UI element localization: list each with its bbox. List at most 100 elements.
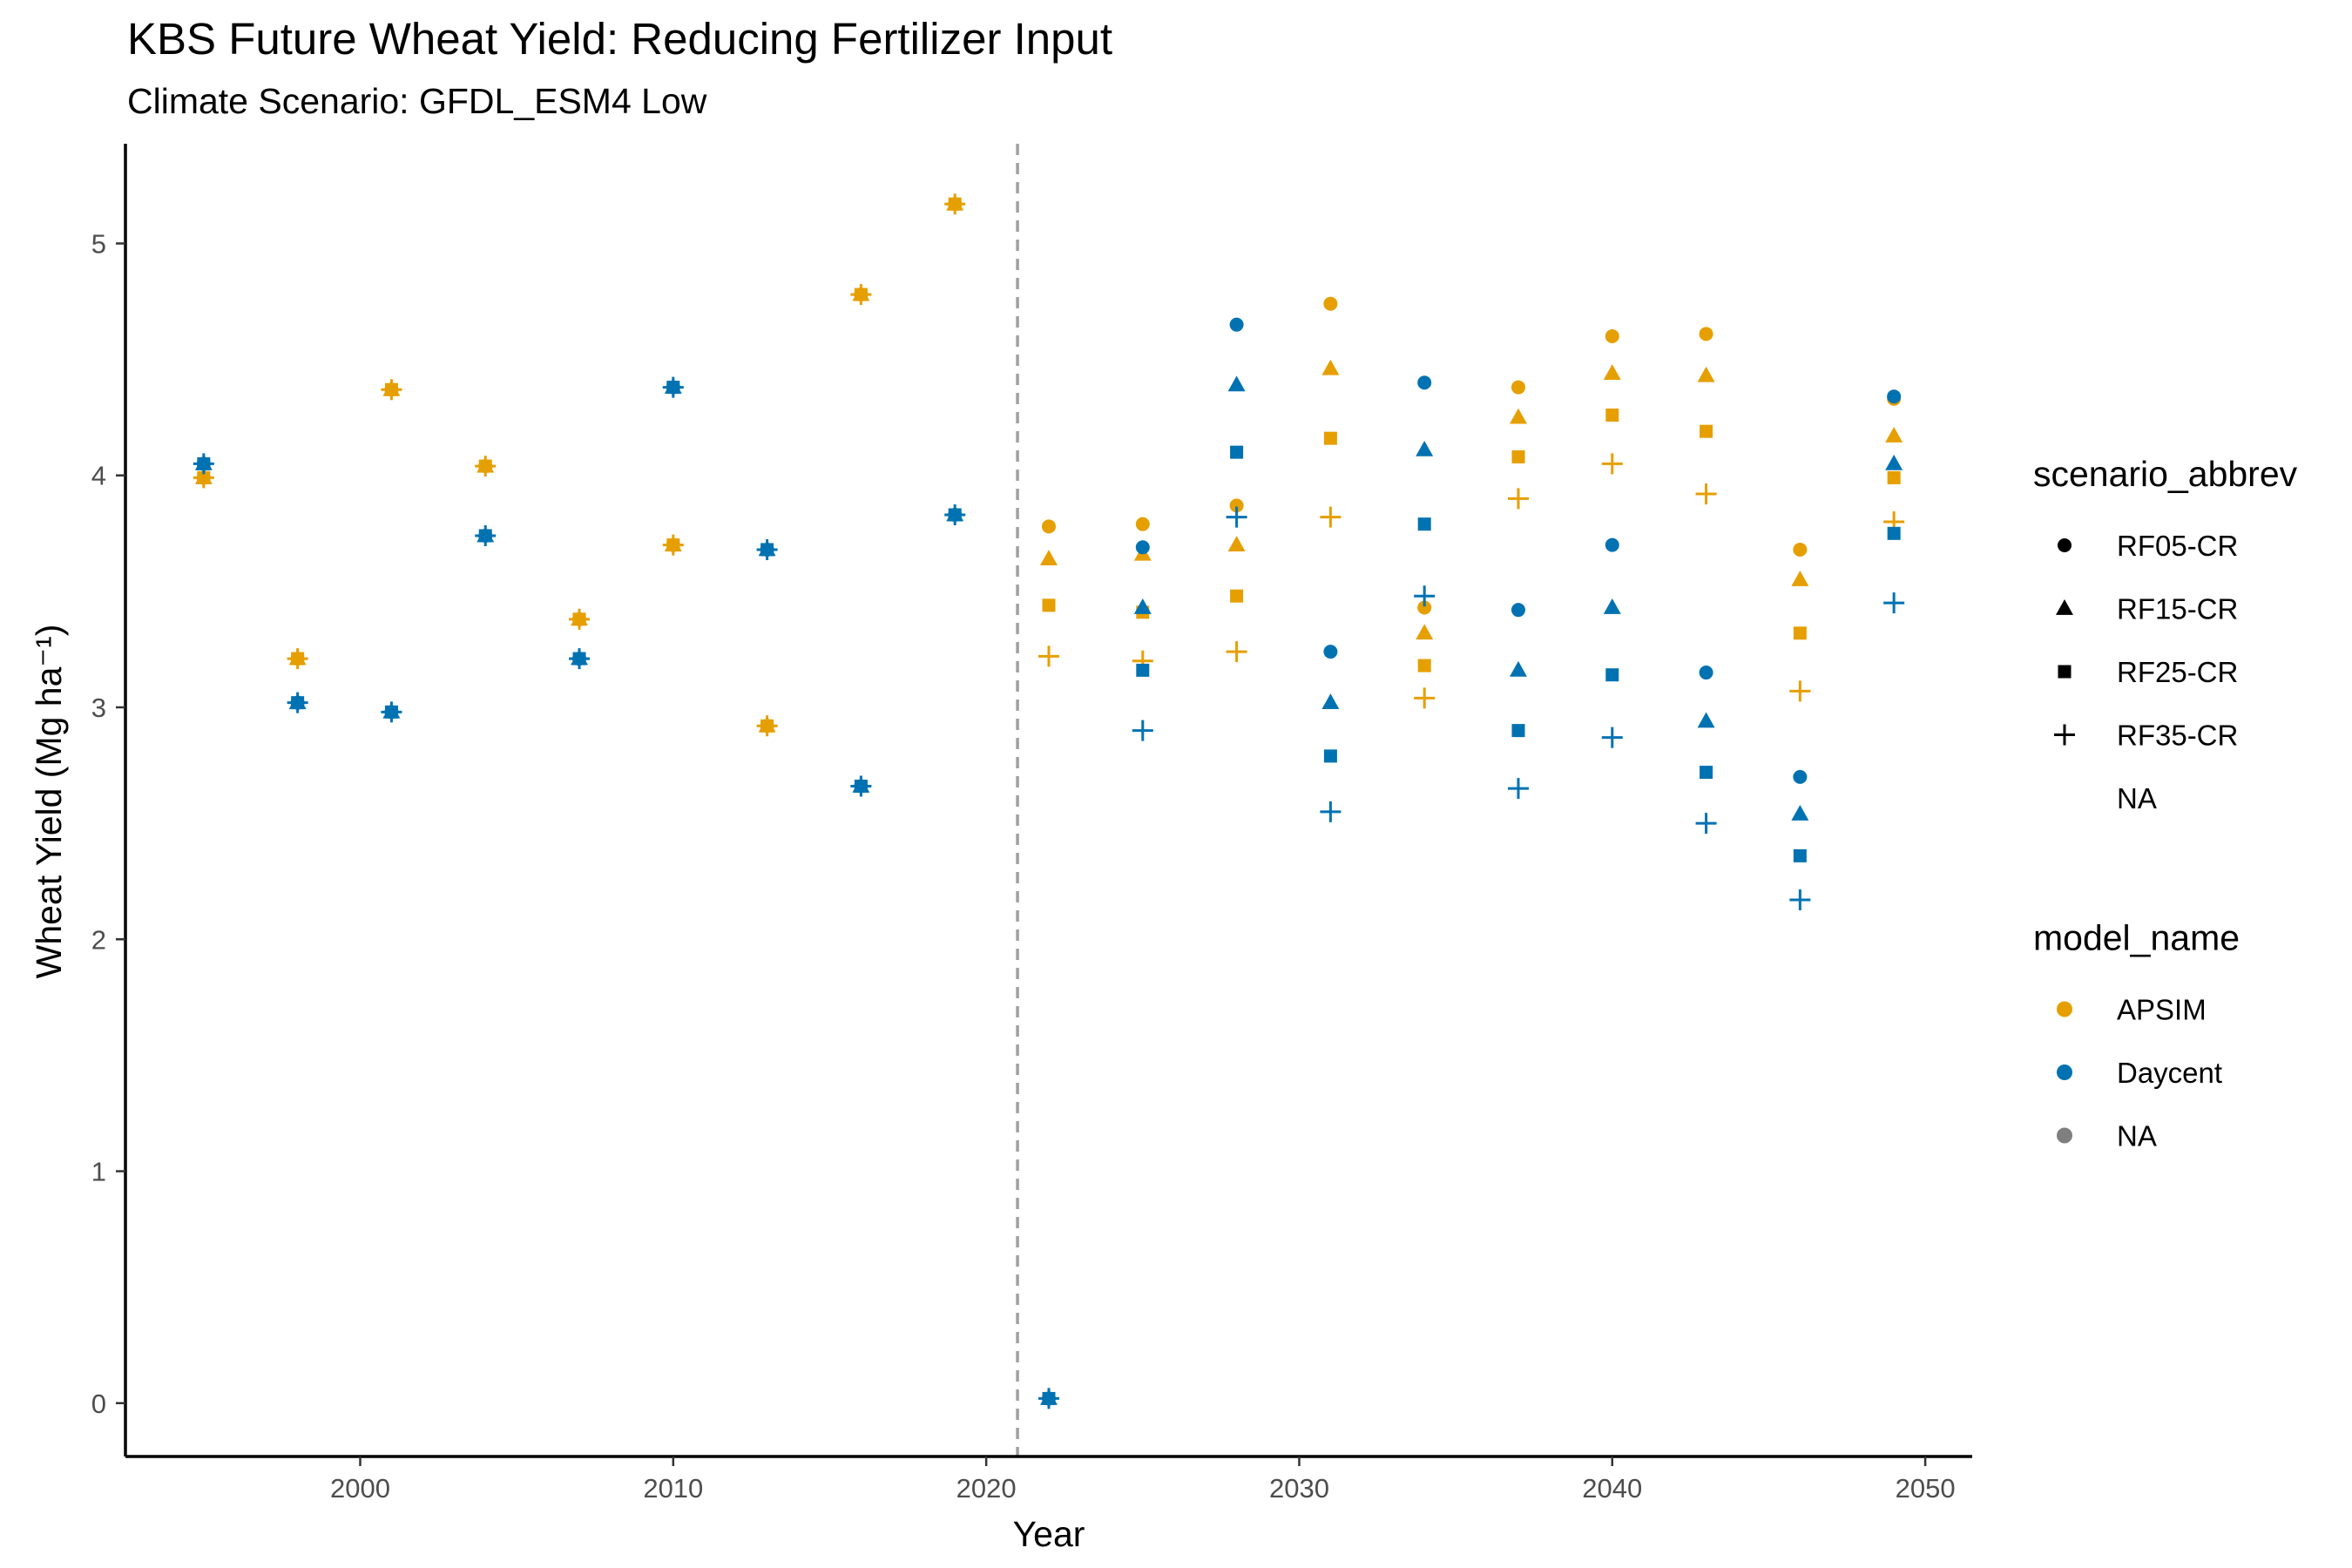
apsim-rf35-cr-point xyxy=(944,193,966,215)
daycent-rf35-cr-point xyxy=(193,453,214,475)
daycent-rf15-cr-point xyxy=(1227,375,1246,392)
x-tick-label: 2050 xyxy=(1896,1473,1956,1504)
apsim-rf25-cr-point xyxy=(1230,589,1244,603)
y-axis-ticks: 0 1 2 3 4 5 xyxy=(91,228,125,1419)
daycent-rf15-cr-point xyxy=(1416,440,1434,456)
apsim-rf15-cr-point xyxy=(1510,408,1527,424)
apsim-rf25-cr-point xyxy=(1605,409,1619,422)
x-axis-title: Year xyxy=(1013,1514,1085,1554)
apsim-rf15-cr-point xyxy=(1791,571,1809,586)
daycent-rf35-cr-point xyxy=(1226,506,1247,528)
daycent-rf25-cr-point xyxy=(1887,526,1901,540)
legend-label: RF15-CR xyxy=(2117,593,2238,625)
apsim-rf25-cr-point xyxy=(1700,424,1713,438)
legend-title-scenario: scenario_abbrev xyxy=(2033,454,2298,494)
y-tick-label: 0 xyxy=(91,1389,106,1419)
apsim-rf05-cr-point xyxy=(1042,519,1056,534)
daycent-rf25-cr-point xyxy=(1230,445,1244,459)
daycent-rf25-cr-point xyxy=(1700,766,1713,780)
daycent-rf05-cr-point xyxy=(1323,645,1338,659)
apsim-rf25-cr-point xyxy=(1511,449,1525,463)
daycent-rf35-cr-point xyxy=(1789,889,1811,910)
daycent-rf35-cr-point xyxy=(569,648,591,670)
x-tick-label: 2000 xyxy=(330,1473,390,1504)
apsim-rf35-cr-point xyxy=(662,534,684,556)
apsim-rf05-cr-point xyxy=(1229,498,1244,513)
apsim-rf35-cr-point xyxy=(569,608,591,630)
daycent-rf25-cr-point xyxy=(1323,749,1337,763)
daycent-rf35-cr-point xyxy=(1883,592,1905,614)
legend-label: Daycent xyxy=(2117,1057,2222,1089)
daycent-rf05-cr-point xyxy=(1135,540,1150,555)
apsim-rf15-cr-point xyxy=(1697,366,1715,382)
daycent-rf35-cr-point xyxy=(1695,813,1717,835)
daycent-rf25-cr-point xyxy=(1136,663,1150,677)
daycent-rf25-cr-point xyxy=(1511,724,1525,738)
apsim-rf05-cr-point xyxy=(1323,296,1338,311)
daycent-rf35-cr-point xyxy=(662,376,684,398)
daycent-rf05-cr-point xyxy=(1417,375,1432,390)
y-tick-label: 3 xyxy=(91,693,106,723)
legend-key-na xyxy=(2057,1127,2072,1144)
apsim-rf15-cr-point xyxy=(1416,624,1434,640)
daycent-rf35-cr-point xyxy=(1414,585,1436,607)
daycent-rf35-cr-point xyxy=(1507,778,1529,800)
apsim-rf35-cr-point xyxy=(1601,453,1623,475)
apsim-rf35-cr-point xyxy=(381,379,402,401)
daycent-rf05-cr-point xyxy=(1887,389,1902,404)
daycent-rf15-cr-point xyxy=(1791,804,1809,821)
legend-key-rf15-cr xyxy=(2056,599,2073,615)
daycent-rf05-cr-point xyxy=(1229,317,1244,332)
apsim-rf05-cr-point xyxy=(1793,542,1808,557)
daycent-rf35-cr-point xyxy=(850,775,872,797)
apsim-rf35-cr-point xyxy=(1414,687,1436,709)
daycent-rf25-cr-point xyxy=(1605,668,1619,682)
apsim-rf25-cr-point xyxy=(1042,598,1056,612)
x-axis-ticks: 2000 2010 2020 2030 2040 2050 xyxy=(330,1456,1956,1504)
apsim-rf35-cr-point xyxy=(1695,483,1717,505)
apsim-rf25-cr-point xyxy=(1887,470,1901,484)
apsim-rf05-cr-point xyxy=(1135,517,1150,531)
apsim-rf25-cr-point xyxy=(1323,431,1337,445)
legend-key-rf25-cr xyxy=(2058,665,2072,679)
daycent-rf15-cr-point xyxy=(1603,598,1621,614)
apsim-rf25-cr-point xyxy=(1417,659,1431,672)
apsim-rf15-cr-point xyxy=(1227,536,1246,551)
daycent-rf35-cr-point xyxy=(381,701,402,723)
daycent-rf35-cr-point xyxy=(287,692,308,713)
daycent-rf05-cr-point xyxy=(1699,666,1713,680)
x-tick-label: 2040 xyxy=(1582,1473,1642,1504)
daycent-rf35-cr-point xyxy=(1320,801,1342,822)
apsim-rf15-cr-point xyxy=(1321,359,1340,375)
legend-label: NA xyxy=(2117,782,2157,814)
legends: scenario_abbrev RF05-CR RF15-CR RF25-CR RF35… xyxy=(2033,454,2298,1152)
chart-title: KBS Future Wheat Yield: Reducing Fertili… xyxy=(127,14,1112,64)
legend-key-rf05-cr xyxy=(2058,538,2072,552)
apsim-rf35-cr-point xyxy=(850,284,872,306)
y-tick-label: 5 xyxy=(91,228,106,259)
daycent-rf35-cr-point xyxy=(756,538,778,560)
daycent-rf35-cr-point xyxy=(1601,727,1623,748)
apsim-rf35-cr-point xyxy=(756,715,778,737)
apsim-rf05-cr-point xyxy=(1511,380,1525,395)
legend-key-daycent xyxy=(2057,1064,2072,1080)
apsim-rf35-cr-point xyxy=(1789,680,1811,702)
apsim-rf35-cr-point xyxy=(1038,645,1059,667)
apsim-rf25-cr-point xyxy=(1793,626,1807,640)
daycent-rf35-cr-point xyxy=(1132,720,1153,741)
legend-label: RF25-CR xyxy=(2117,656,2238,688)
apsim-rf05-cr-point xyxy=(1605,328,1619,343)
x-tick-label: 2010 xyxy=(643,1473,703,1504)
apsim-rf15-cr-point xyxy=(1040,550,1058,565)
daycent-rf05-cr-point xyxy=(1511,603,1525,618)
daycent-rf15-cr-point xyxy=(1321,693,1340,710)
daycent-rf35-cr-point xyxy=(1038,1388,1059,1409)
legend-label: RF35-CR xyxy=(2117,720,2238,752)
apsim-rf15-cr-point xyxy=(1885,426,1903,443)
plot-area xyxy=(193,144,1905,1456)
apsim-rf15-cr-point xyxy=(1603,364,1621,380)
daycent-rf35-cr-point xyxy=(944,504,966,526)
legend-title-model: model_name xyxy=(2033,918,2240,958)
daycent-rf25-cr-point xyxy=(1793,848,1807,862)
